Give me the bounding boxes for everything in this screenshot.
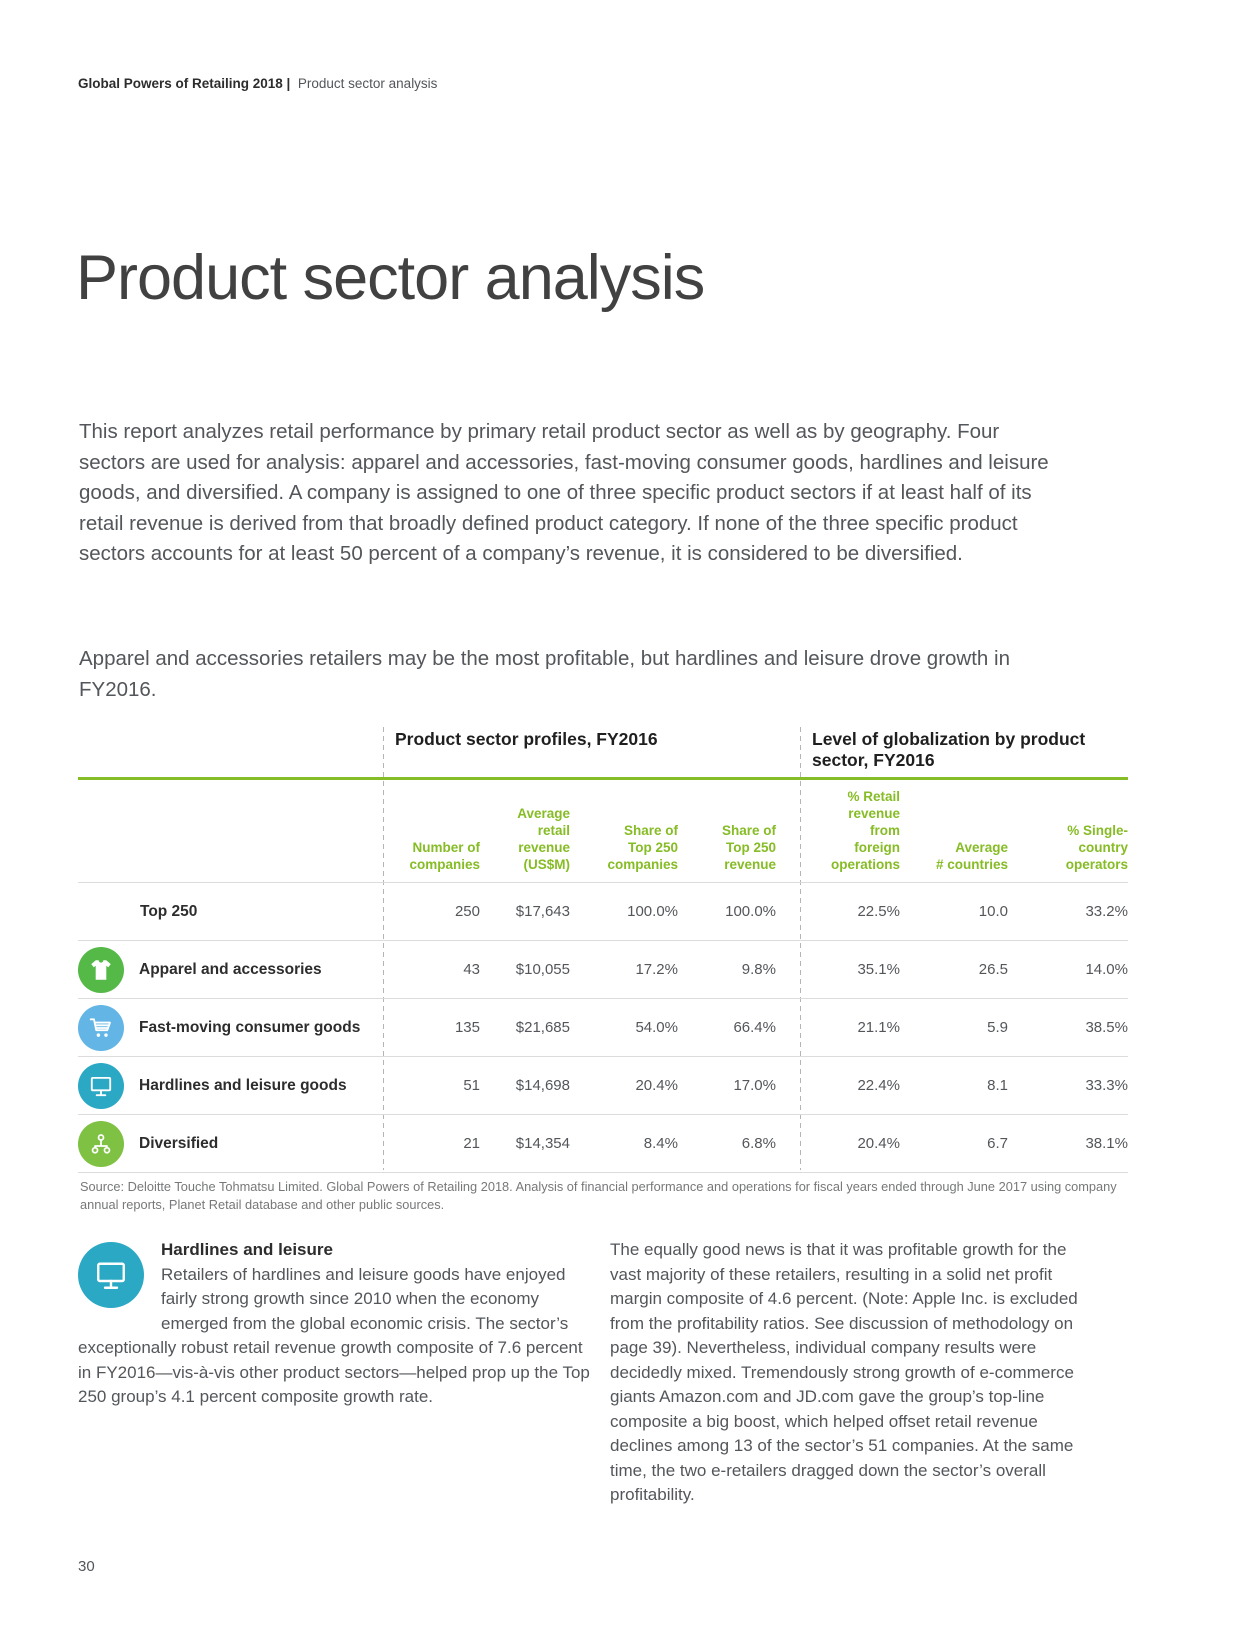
table-cell: 66.4%: [733, 1019, 776, 1036]
spacer-cell: [78, 873, 383, 882]
row-label: Apparel and accessories: [139, 960, 322, 978]
right-column-body: The equally good news is that it was pro…: [610, 1240, 1078, 1504]
lead-paragraph: Apparel and accessories retailers may be…: [79, 647, 1010, 701]
table-cell: 22.4%: [857, 1077, 900, 1094]
table-cell: 17.0%: [733, 1077, 776, 1094]
row-label: Hardlines and leisure goods: [139, 1076, 347, 1094]
table-row-top250: Top 250 250 $17,643 100.0% 100.0% 22.5% …: [78, 882, 1128, 940]
table-cell: 33.2%: [1085, 903, 1128, 920]
row-label: Fast-moving consumer goods: [139, 1018, 361, 1036]
table-cell: 8.4%: [643, 1135, 678, 1152]
table-cell: 10.0: [978, 903, 1008, 920]
table-cell: 54.0%: [635, 1019, 678, 1036]
intro-paragraph: This report analyzes retail performance …: [79, 420, 1049, 565]
table-cell: 100.0%: [725, 903, 776, 920]
row-label: Top 250: [140, 902, 198, 920]
right-column: The equally good news is that it was pro…: [610, 1238, 1102, 1508]
page-title: Product sector analysis: [76, 243, 705, 313]
running-header-section-label: Product sector analysis: [297, 76, 438, 91]
table-cell: $10,055: [515, 961, 570, 978]
table-row-apparel: Apparel and accessories 43 $10,055 17.2%…: [78, 940, 1128, 998]
shopping-cart-icon: [78, 1004, 124, 1051]
col-header-average-countries: Average # countries: [935, 840, 1008, 872]
table-row-fmcg: Fast-moving consumer goods 135 $21,685 5…: [78, 998, 1128, 1056]
table-row-diversified: Diversified 21 $14,354 8.4% 6.8% 20.4% 6…: [78, 1114, 1128, 1172]
table-cell: 22.5%: [857, 903, 900, 920]
table-group-title-profiles: Product sector profiles, FY2016: [395, 729, 658, 749]
green-rule: [78, 777, 1128, 780]
table-cell: 100.0%: [627, 903, 678, 920]
table-cell: 250: [454, 903, 480, 920]
table-cell: $17,643: [515, 903, 570, 920]
col-header-share-revenue: Share of Top 250 revenue: [721, 823, 776, 872]
row-label: Diversified: [139, 1134, 219, 1152]
table-cell: $21,685: [515, 1019, 570, 1036]
table-cell: 35.1%: [857, 961, 900, 978]
tshirt-icon: [78, 946, 124, 993]
table-cell: 43: [463, 961, 480, 978]
table-cell: 21: [463, 1135, 480, 1152]
table-cell: 5.9: [987, 1019, 1008, 1036]
table-body: Top 250 250 $17,643 100.0% 100.0% 22.5% …: [78, 882, 1128, 1173]
table-cell: 8.1: [987, 1077, 1008, 1094]
table-header-row: Number of companies Average retail reven…: [78, 780, 1128, 882]
col-header-number-of-companies: Number of companies: [409, 840, 480, 872]
dashed-divider-left: [383, 727, 384, 1170]
table-cell: $14,354: [515, 1135, 570, 1152]
callout-heading: Hardlines and leisure: [161, 1240, 333, 1259]
table-cell: 21.1%: [857, 1019, 900, 1036]
monitor-icon: [78, 1242, 144, 1308]
table-cell: 26.5: [978, 961, 1008, 978]
table-cell: 135: [454, 1019, 480, 1036]
table-cell: 33.3%: [1085, 1077, 1128, 1094]
sector-table: Product sector profiles, FY2016 Level of…: [78, 727, 1128, 1173]
table-cell: 51: [463, 1077, 480, 1094]
table-cell: 38.5%: [1085, 1019, 1128, 1036]
table-source-note: Source: Deloitte Touche Tohmatsu Limited…: [80, 1179, 1117, 1212]
table-cell: 9.8%: [741, 961, 776, 978]
table-cell: 20.4%: [857, 1135, 900, 1152]
col-header-share-companies: Share of Top 250 companies: [607, 823, 678, 872]
monitor-icon: [78, 1062, 124, 1109]
hardlines-callout: Hardlines and leisure Retailers of hardl…: [78, 1238, 592, 1410]
network-icon: [78, 1120, 124, 1167]
col-header-single-country: % Single- country operators: [1065, 823, 1128, 872]
table-cell: 6.7: [987, 1135, 1008, 1152]
table-group-title-globalization: Level of globalization by product sector…: [812, 729, 1086, 770]
dashed-divider-right: [800, 727, 801, 1170]
table-cell: 17.2%: [635, 961, 678, 978]
table-cell: 6.8%: [741, 1135, 776, 1152]
col-header-average-retail-revenue: Average retail revenue (US$M): [517, 806, 570, 872]
table-cell: 38.1%: [1085, 1135, 1128, 1152]
table-cell: 14.0%: [1085, 961, 1128, 978]
running-header-title: Global Powers of Retailing 2018 |: [78, 76, 291, 91]
table-row-hardlines: Hardlines and leisure goods 51 $14,698 2…: [78, 1056, 1128, 1114]
running-header: Global Powers of Retailing 2018 | Produc…: [78, 76, 437, 91]
table-cell: $14,698: [515, 1077, 570, 1094]
col-header-foreign-operations: % Retail revenue from foreign operations: [830, 789, 900, 872]
callout-body: Retailers of hardlines and leisure goods…: [78, 1264, 590, 1407]
table-cell: 20.4%: [635, 1077, 678, 1094]
page-number: 30: [78, 1558, 95, 1575]
